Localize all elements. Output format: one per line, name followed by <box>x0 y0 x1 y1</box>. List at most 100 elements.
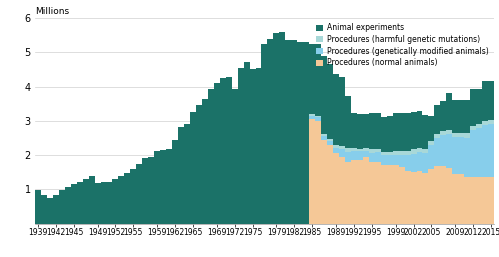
Bar <box>476 177 482 224</box>
Bar <box>333 148 339 153</box>
Bar <box>435 134 440 138</box>
Bar <box>363 158 369 224</box>
Bar <box>387 165 393 224</box>
Bar <box>488 177 494 224</box>
Bar <box>393 151 399 155</box>
Bar <box>136 164 142 224</box>
Bar <box>315 116 321 117</box>
Bar <box>100 182 106 224</box>
Bar <box>375 162 381 224</box>
Bar <box>429 145 435 169</box>
Bar <box>345 162 351 224</box>
Bar <box>458 137 464 174</box>
Bar <box>202 98 208 224</box>
Bar <box>291 40 297 224</box>
Bar <box>458 133 464 137</box>
Bar <box>106 182 112 224</box>
Bar <box>130 169 136 224</box>
Bar <box>339 157 345 224</box>
Bar <box>488 81 494 120</box>
Bar <box>190 112 196 224</box>
Bar <box>279 32 285 224</box>
Bar <box>470 130 476 177</box>
Bar <box>476 89 482 124</box>
Bar <box>345 96 351 148</box>
Bar <box>357 160 363 224</box>
Bar <box>488 120 494 124</box>
Bar <box>411 112 417 149</box>
Bar <box>351 151 357 160</box>
Bar <box>112 179 118 224</box>
Bar <box>381 155 387 165</box>
Bar <box>315 117 321 121</box>
Bar <box>339 146 345 149</box>
Bar <box>339 77 345 146</box>
Bar <box>429 141 435 145</box>
Bar <box>160 150 166 224</box>
Bar <box>452 174 458 224</box>
Bar <box>297 42 303 224</box>
Bar <box>369 113 375 149</box>
Bar <box>399 155 405 167</box>
Bar <box>309 114 315 116</box>
Bar <box>440 101 446 131</box>
Bar <box>214 83 220 224</box>
Bar <box>273 33 279 224</box>
Bar <box>351 148 357 151</box>
Bar <box>405 151 411 155</box>
Bar <box>452 133 458 137</box>
Bar <box>369 153 375 162</box>
Bar <box>446 130 452 134</box>
Bar <box>488 124 494 177</box>
Bar <box>464 133 470 137</box>
Bar <box>411 171 417 224</box>
Bar <box>482 125 488 177</box>
Bar <box>429 169 435 224</box>
Bar <box>357 114 363 149</box>
Bar <box>357 151 363 160</box>
Bar <box>369 149 375 153</box>
Bar <box>423 153 429 172</box>
Bar <box>446 134 452 168</box>
Bar <box>452 137 458 174</box>
Bar <box>321 134 327 136</box>
Bar <box>339 149 345 157</box>
Bar <box>423 115 429 149</box>
Bar <box>89 176 94 224</box>
Bar <box>172 140 178 224</box>
Bar <box>148 157 154 224</box>
Bar <box>458 99 464 133</box>
Bar <box>381 165 387 224</box>
Bar <box>226 77 232 224</box>
Bar <box>482 121 488 125</box>
Bar <box>435 166 440 224</box>
Bar <box>178 127 184 224</box>
Bar <box>285 40 291 224</box>
Bar <box>184 124 190 224</box>
Bar <box>327 64 333 139</box>
Bar <box>333 145 339 148</box>
Bar <box>429 116 435 141</box>
Bar <box>118 176 124 224</box>
Bar <box>375 113 381 149</box>
Bar <box>464 137 470 177</box>
Bar <box>423 172 429 224</box>
Bar <box>220 78 226 224</box>
Bar <box>267 39 273 224</box>
Bar <box>315 44 321 116</box>
Bar <box>381 152 387 155</box>
Bar <box>393 155 399 165</box>
Bar <box>435 138 440 166</box>
Bar <box>309 119 315 224</box>
Bar <box>405 155 411 171</box>
Bar <box>47 198 53 224</box>
Bar <box>333 153 339 224</box>
Bar <box>399 151 405 155</box>
Bar <box>327 139 333 141</box>
Bar <box>59 190 65 224</box>
Bar <box>357 149 363 151</box>
Bar <box>375 149 381 152</box>
Bar <box>333 74 339 145</box>
Bar <box>363 151 369 158</box>
Bar <box>387 152 393 155</box>
